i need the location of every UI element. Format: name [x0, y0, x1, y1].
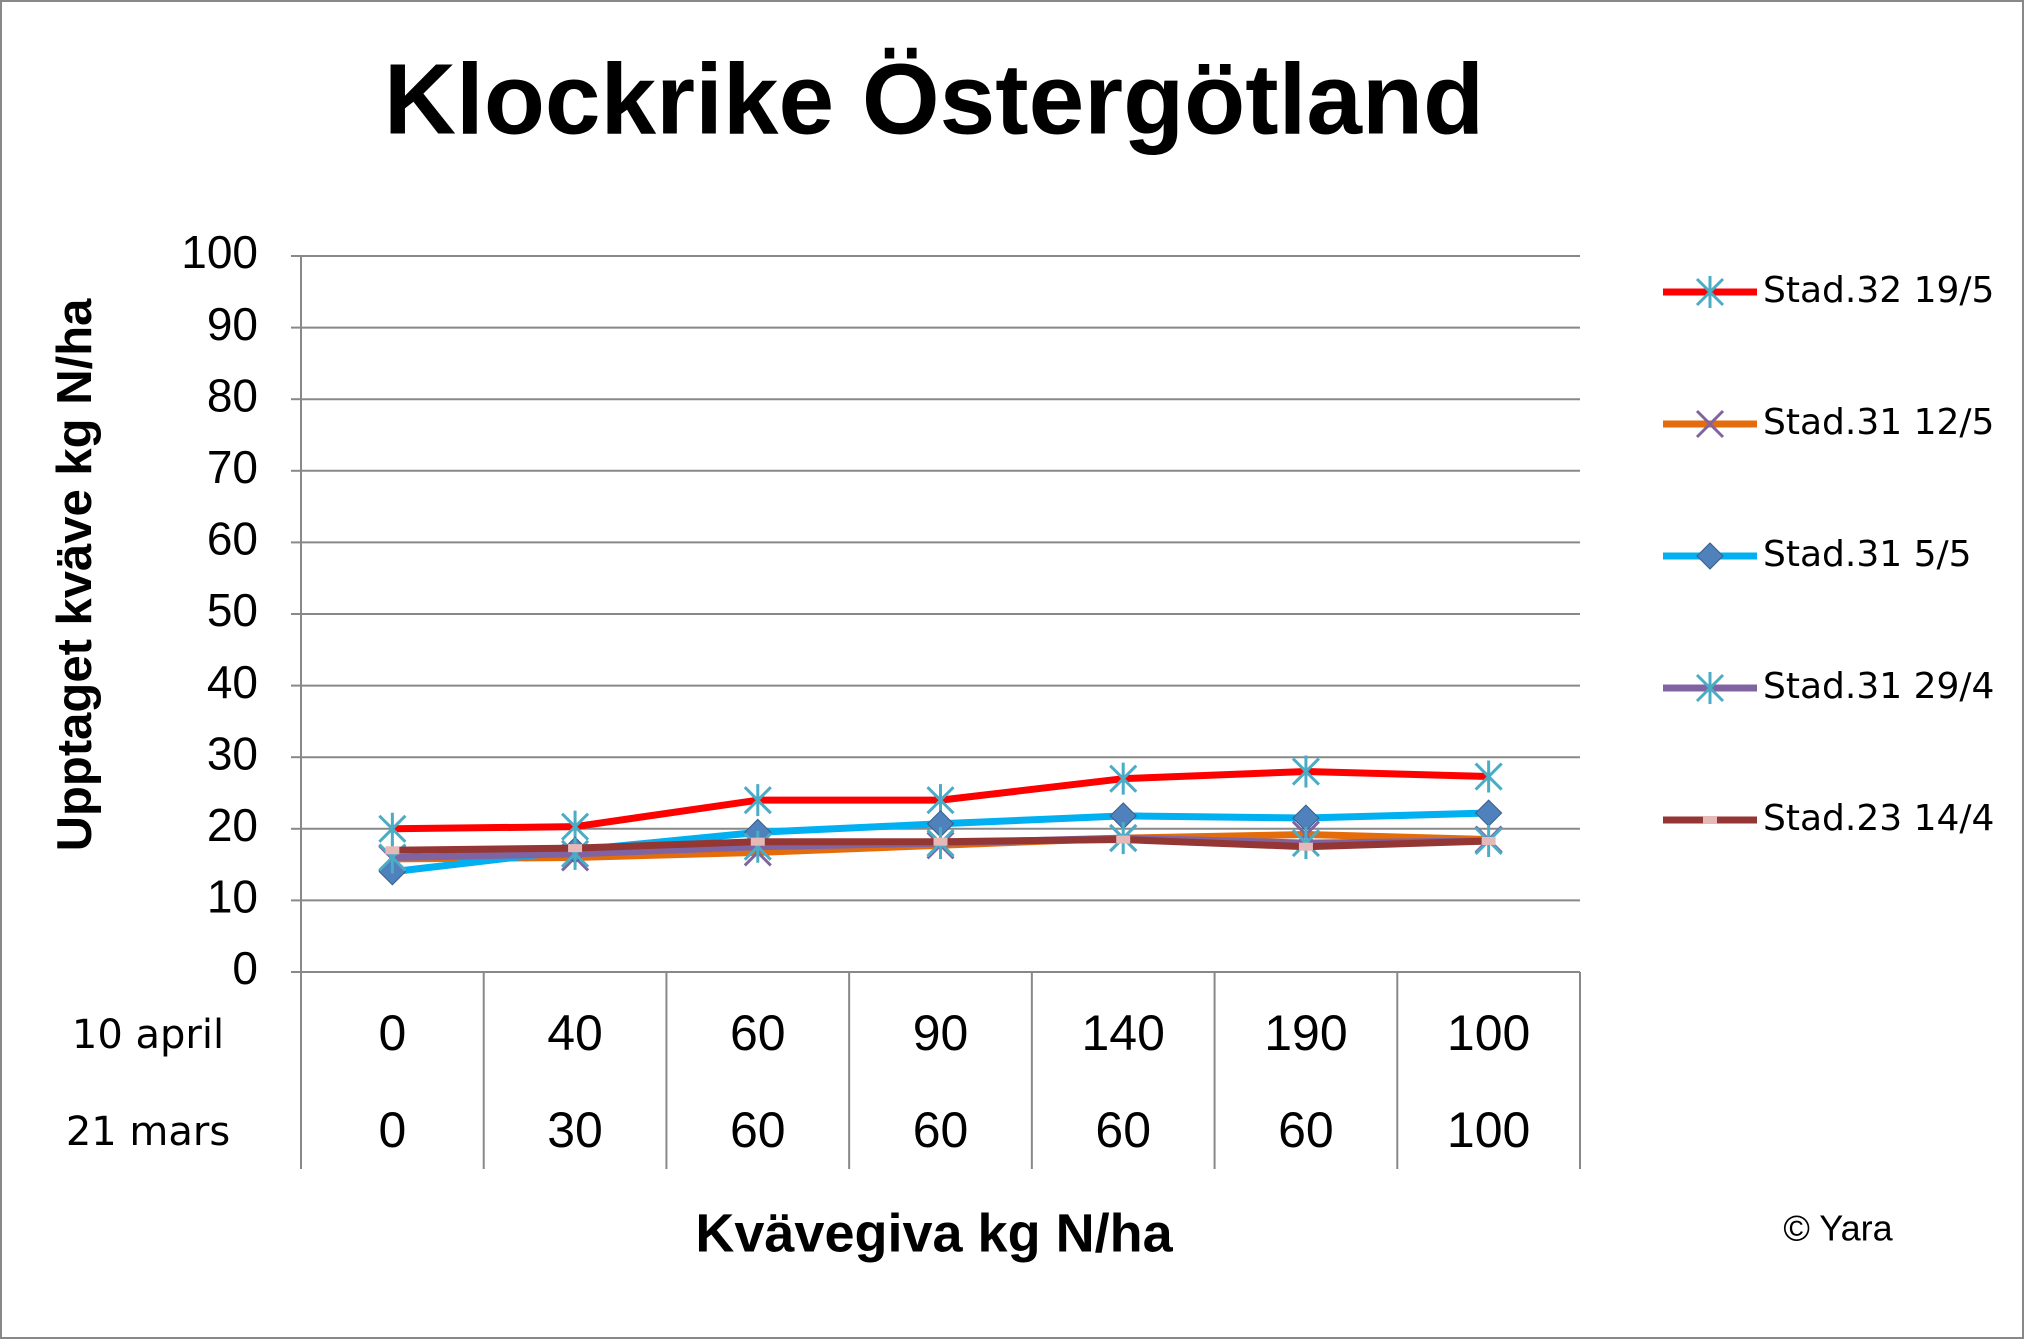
marker [1109, 762, 1138, 795]
y-tick-label: 40 [207, 656, 258, 708]
y-tick-label: 10 [207, 871, 258, 923]
chart-title: Klockrike Östergötland [384, 43, 1484, 155]
x-tick-label: 140 [1081, 1005, 1164, 1061]
category-level-name: 21 mars [66, 1109, 230, 1155]
x-axis-label: Kvävegiva kg N/ha [695, 1203, 1173, 1263]
y-axis-label: Upptaget kväve kg N/ha [48, 298, 102, 852]
marker [1696, 542, 1724, 570]
marker [1703, 816, 1717, 824]
marker [743, 784, 772, 817]
legend-label: Stad.31 29/4 [1763, 666, 1994, 707]
x-tick-label: 60 [1278, 1102, 1334, 1158]
marker [378, 812, 407, 845]
x-tick-label: 30 [547, 1102, 603, 1158]
marker [1481, 836, 1496, 845]
x-tick-label: 90 [913, 1005, 969, 1061]
x-tick-label: 60 [730, 1102, 786, 1158]
marker [1695, 276, 1725, 308]
x-tick-label: 40 [547, 1005, 603, 1061]
x-tick-label: 60 [913, 1102, 969, 1158]
marker [1298, 842, 1313, 851]
legend-label: Stad.23 14/4 [1763, 798, 1994, 839]
x-tick-label: 60 [1095, 1102, 1151, 1158]
x-tick-label: 190 [1264, 1005, 1347, 1061]
marker [750, 837, 765, 846]
marker [1116, 835, 1131, 844]
y-tick-label: 80 [207, 369, 258, 421]
y-tick-label: 70 [207, 441, 258, 493]
y-tick-label: 20 [207, 799, 258, 851]
marker [933, 837, 948, 846]
series [385, 835, 1496, 855]
x-tick-label: 100 [1447, 1005, 1530, 1061]
y-tick-label: 30 [207, 727, 258, 779]
y-tick-label: 0 [232, 942, 258, 994]
legend-label: Stad.32 19/5 [1763, 270, 1994, 311]
footnote: © Yara [1783, 1208, 1893, 1249]
y-tick-label: 60 [207, 513, 258, 565]
marker [1474, 760, 1503, 793]
legend-label: Stad.31 5/5 [1763, 534, 1972, 575]
legend-label: Stad.31 12/5 [1763, 402, 1994, 443]
y-tick-label: 90 [207, 298, 258, 350]
marker [1695, 409, 1725, 439]
marker [568, 844, 583, 853]
x-tick-label: 60 [730, 1005, 786, 1061]
marker [385, 846, 400, 855]
y-tick-label: 50 [207, 584, 258, 636]
x-tick-label: 0 [378, 1102, 406, 1158]
x-tick-label: 100 [1447, 1102, 1530, 1158]
marker [1695, 672, 1725, 704]
y-tick-label: 100 [181, 226, 258, 278]
category-level-name: 10 april [72, 1012, 224, 1058]
marker [1291, 755, 1320, 788]
x-tick-label: 0 [378, 1005, 406, 1061]
marker [743, 830, 772, 863]
